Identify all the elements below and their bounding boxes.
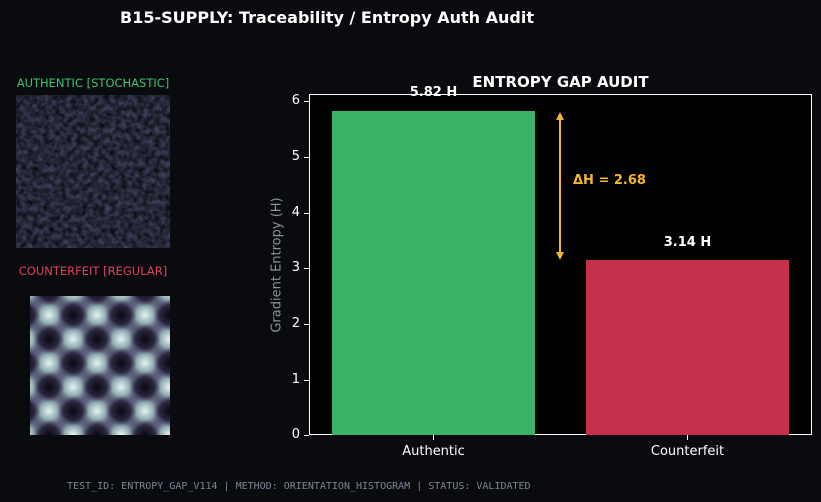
y-tick-mark	[304, 101, 309, 102]
y-axis-label: Gradient Entropy (H)	[269, 197, 285, 333]
page-title: B15-SUPPLY: Traceability / Entropy Auth …	[120, 8, 534, 27]
y-tick-mark	[304, 157, 309, 158]
x-tick-label: Counterfeit	[650, 444, 725, 459]
y-tick-mark	[304, 268, 309, 269]
delta-double-arrow-icon	[556, 112, 564, 260]
x-tick-mark	[433, 435, 434, 440]
y-tick-label: 5	[291, 149, 300, 164]
y-tick-mark	[304, 324, 309, 325]
y-tick-mark	[304, 435, 309, 436]
status-footer: TEST_ID: ENTROPY_GAP_V114 | METHOD: ORIE…	[67, 481, 531, 492]
y-tick-label: 3	[291, 260, 300, 275]
y-tick-label: 6	[291, 93, 300, 108]
y-tick-label: 2	[291, 316, 300, 331]
bar-counterfeit	[586, 260, 789, 435]
counterfeit-texture-label: COUNTERFEIT [REGULAR]	[18, 264, 168, 278]
authentic-texture-image	[16, 95, 170, 248]
delta-annotation: ΔH = 2.68	[573, 173, 646, 188]
bar-value-label: 3.14 H	[663, 235, 712, 250]
y-tick-mark	[304, 380, 309, 381]
chart-title: ENTROPY GAP AUDIT	[472, 73, 649, 91]
x-tick-label: Authentic	[402, 444, 465, 459]
bar-value-label: 5.82 H	[409, 85, 458, 100]
y-tick-mark	[304, 213, 309, 214]
y-tick-label: 4	[291, 205, 300, 220]
authentic-texture-label: AUTHENTIC [STOCHASTIC]	[16, 76, 170, 90]
y-tick-label: 1	[291, 372, 300, 387]
bar-authentic	[332, 111, 535, 435]
y-tick-label: 0	[291, 427, 300, 442]
counterfeit-texture-image	[30, 296, 170, 435]
x-tick-mark	[687, 435, 688, 440]
